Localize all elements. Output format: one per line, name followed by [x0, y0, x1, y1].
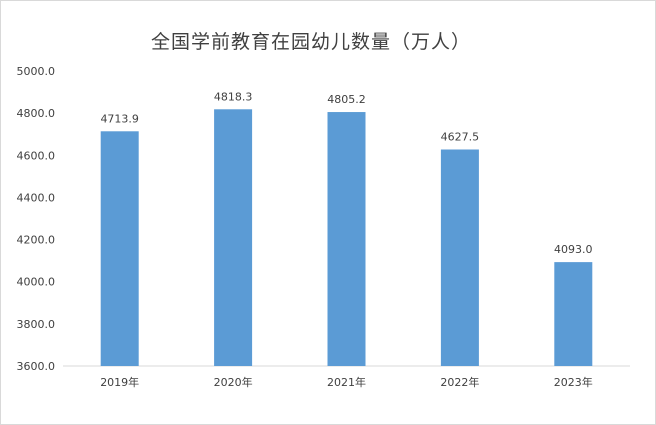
data-label: 4818.3: [214, 90, 253, 103]
bars: 4713.9 4818.3 4805.2 4627.5 4093.0: [100, 90, 593, 366]
x-tick-label: 2019年: [100, 375, 139, 389]
y-axis: 3600.0 3800.0 4000.0 4200.0 4400.0 4600.0 4800…: [17, 65, 56, 373]
x-axis: 2019年 2020年 2021年 2022年 2023年: [100, 375, 593, 389]
y-tick-label: 3600.0: [17, 360, 56, 373]
data-label: 4627.5: [441, 130, 480, 143]
y-tick-label: 4600.0: [17, 149, 56, 162]
y-tick-label: 5000.0: [17, 65, 56, 78]
y-tick-label: 3800.0: [17, 318, 56, 331]
chart-title: 全国学前教育在园幼儿数量（万人）: [150, 31, 471, 53]
bar: [214, 109, 253, 366]
data-label: 4713.9: [100, 112, 139, 125]
y-tick-label: 4800.0: [17, 107, 56, 120]
data-label: 4093.0: [554, 243, 593, 256]
bar: [100, 131, 139, 366]
bar: [554, 262, 593, 366]
y-tick-label: 4400.0: [17, 191, 56, 204]
x-tick-label: 2023年: [554, 375, 593, 389]
bar: [327, 112, 366, 366]
data-label: 4805.2: [327, 93, 366, 106]
y-tick-label: 4200.0: [17, 234, 56, 247]
bar: [440, 149, 479, 366]
x-tick-label: 2022年: [440, 375, 479, 389]
x-tick-label: 2021年: [327, 375, 366, 389]
y-tick-label: 4000.0: [17, 276, 56, 289]
x-tick-label: 2020年: [214, 375, 253, 389]
